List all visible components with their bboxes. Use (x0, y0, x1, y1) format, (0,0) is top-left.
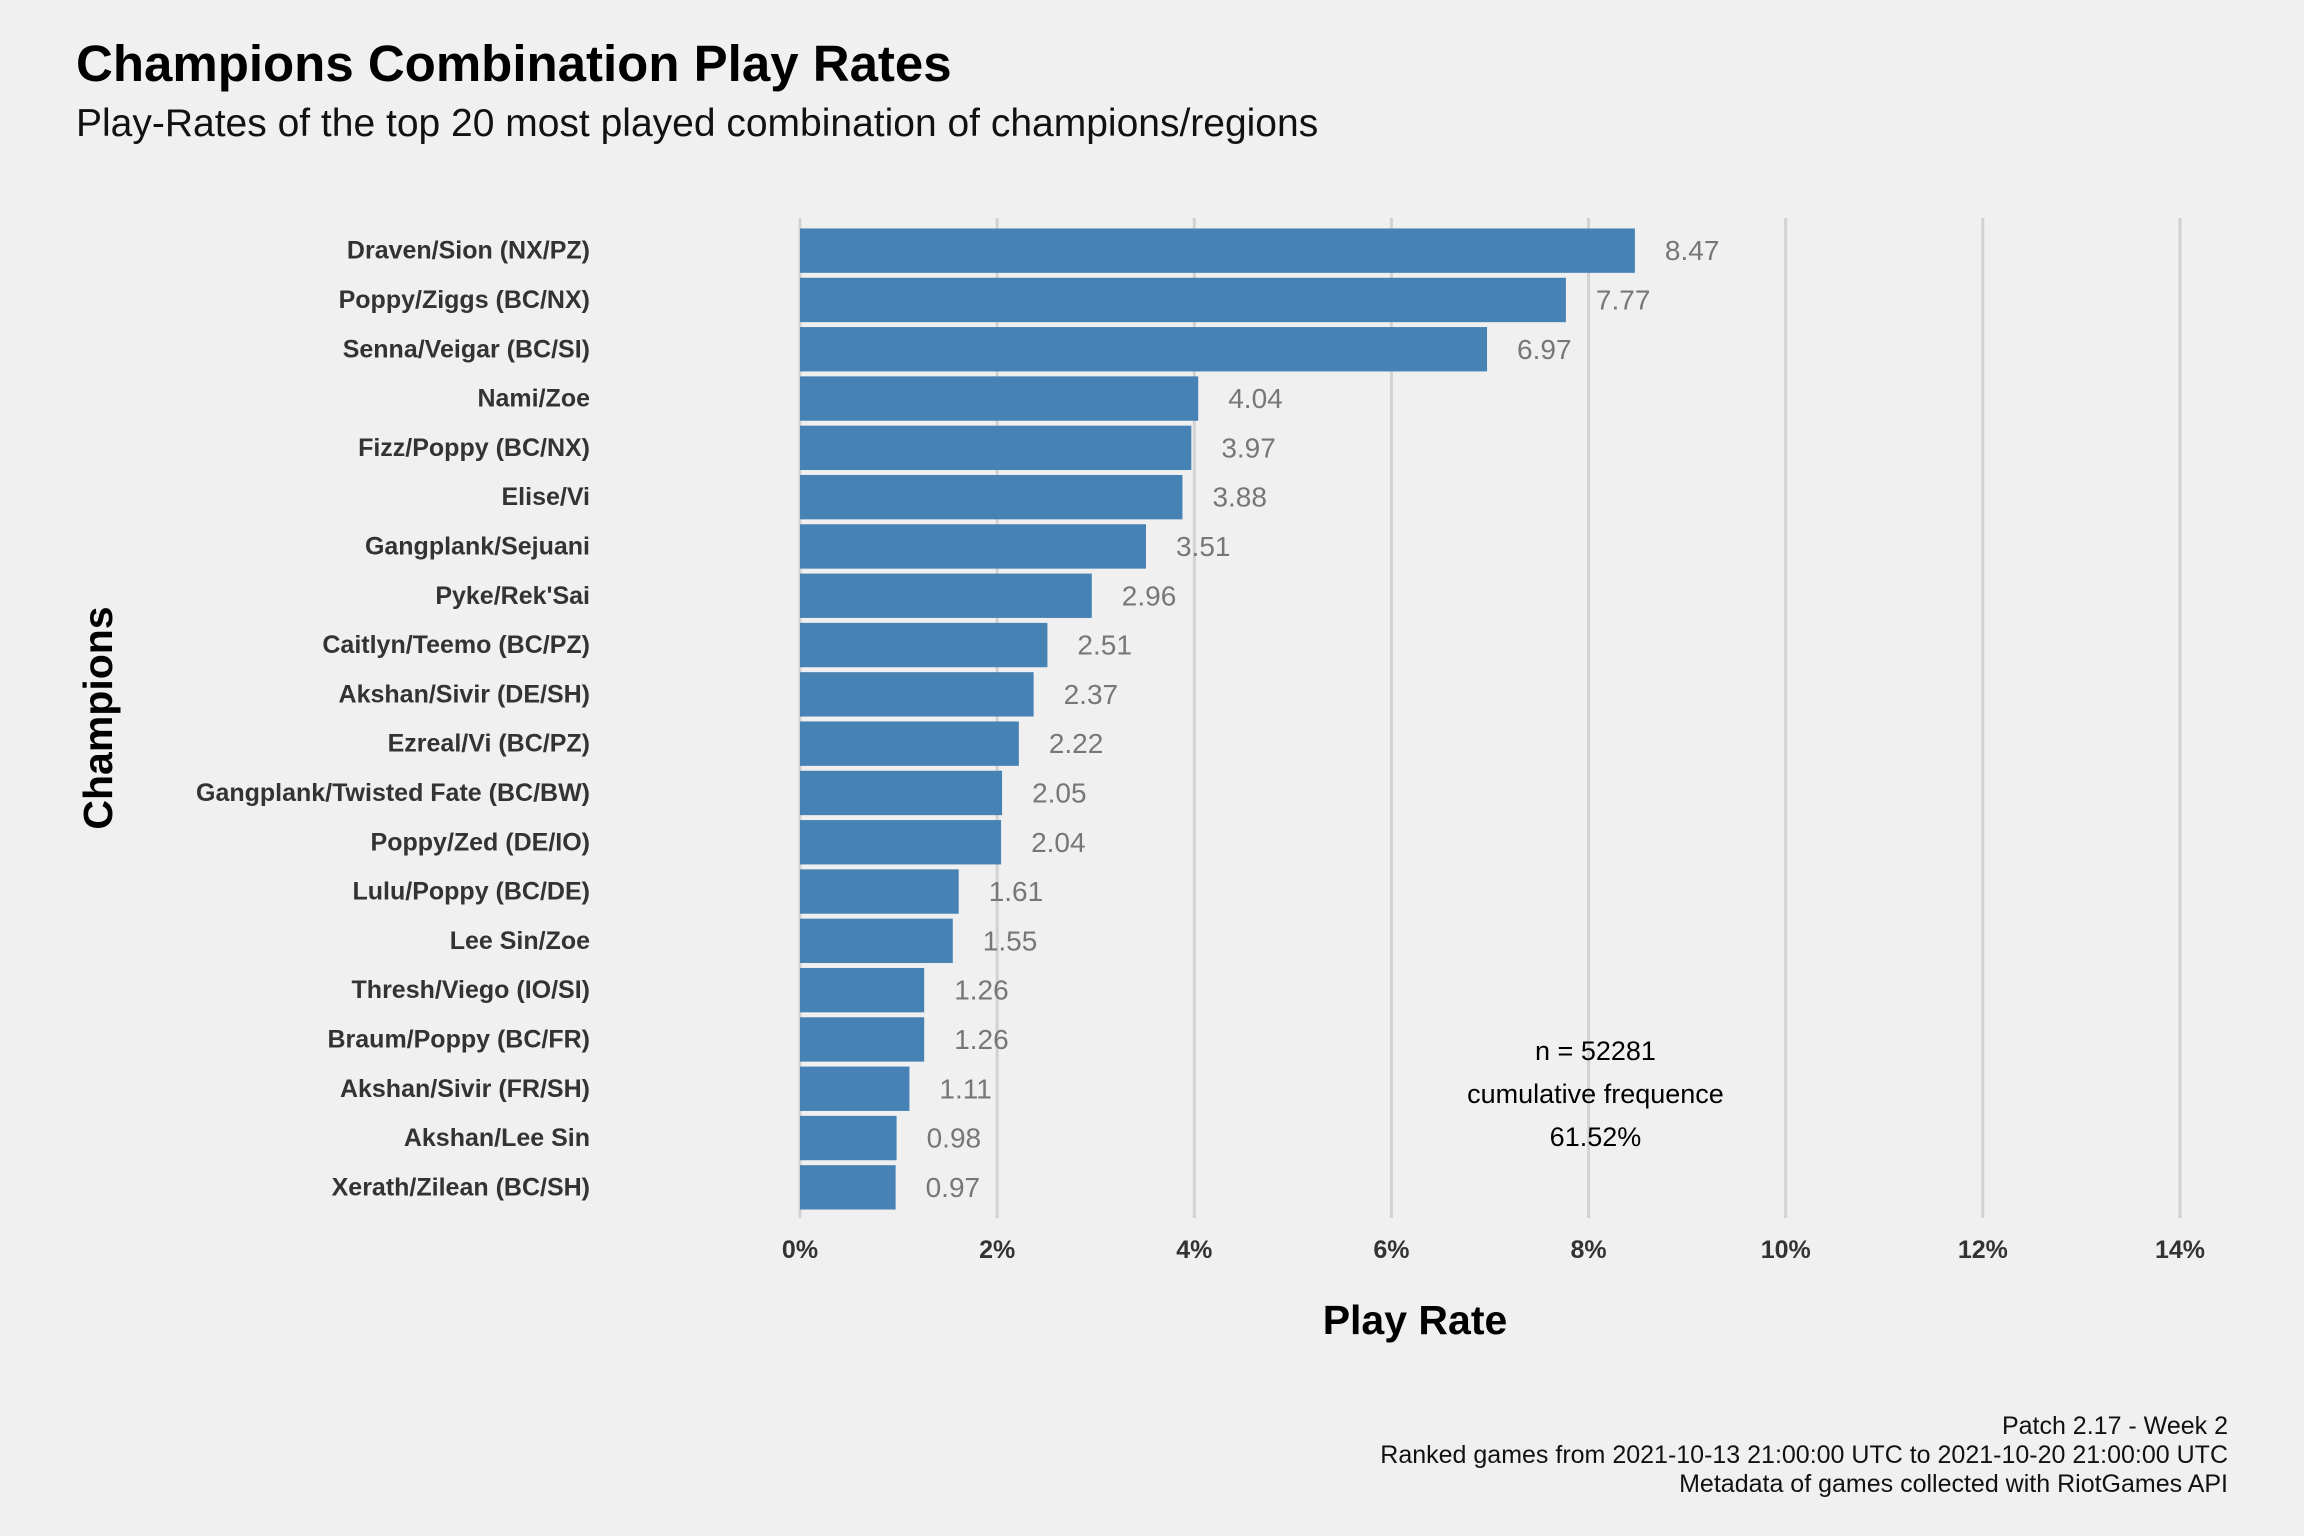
y-tick-labels: Draven/Sion (NX/PZ) Poppy/Ziggs (BC/NX) Se… (196, 237, 590, 1202)
value-label: 3.88 (1212, 482, 1267, 513)
chart-caption: Patch 2.17 - Week 2 Ranked games from 20… (1380, 1412, 2228, 1499)
value-label: 2.05 (1032, 777, 1087, 808)
value-label: 0.98 (927, 1123, 982, 1154)
x-tick-label: 14% (2155, 1236, 2205, 1264)
x-tick-label: 2% (979, 1236, 1015, 1264)
bar (800, 622, 1048, 668)
y-tick-label: Gangplank/Sejuani (365, 532, 590, 560)
value-label: 2.04 (1031, 827, 1086, 858)
bar (800, 1017, 925, 1062)
y-tick-label: Akshan/Lee Sin (404, 1124, 590, 1152)
value-label: 2.22 (1049, 728, 1104, 759)
x-tick-label: 0% (782, 1236, 818, 1264)
value-label: 1.26 (954, 975, 1009, 1006)
value-label: 1.26 (954, 1024, 1009, 1055)
y-tick-label: Akshan/Sivir (FR/SH) (340, 1075, 590, 1103)
x-tick-label: 10% (1761, 1236, 1811, 1264)
y-tick-label: Gangplank/Twisted Fate (BC/BW) (196, 779, 590, 807)
value-labels: 8.47 7.77 6.97 4.04 3.97 3.88 3.51 2.96 2.51 2.37… (926, 235, 1720, 1203)
y-tick-label: Nami/Zoe (477, 385, 590, 413)
y-axis-title: Champions (75, 606, 121, 829)
bar (800, 1115, 897, 1161)
bar (800, 1165, 896, 1210)
y-tick-label: Elise/Vi (502, 483, 591, 511)
y-tick-label: Lulu/Poppy (BC/DE) (353, 878, 590, 906)
bar (800, 474, 1183, 520)
chart-subtitle: Play-Rates of the top 20 most played com… (76, 102, 1319, 145)
annotation-line: n = 52281 (1535, 1036, 1656, 1066)
caption-line-1: Patch 2.17 - Week 2 (2001, 1412, 2228, 1440)
bar (800, 228, 1635, 273)
y-tick-label: Senna/Veigar (BC/SI) (343, 335, 590, 363)
value-label: 1.11 (939, 1073, 991, 1104)
caption-line-2: Ranked games from 2021-10-13 21:00:00 UT… (1380, 1441, 2228, 1469)
bars (800, 228, 1635, 1210)
value-label: 1.61 (989, 876, 1043, 907)
bar (800, 770, 1003, 816)
y-tick-label: Braum/Poppy (BC/FR) (328, 1025, 591, 1053)
bar (800, 376, 1199, 421)
y-tick-label: Xerath/Zilean (BC/SH) (332, 1173, 590, 1201)
value-label: 2.51 (1077, 630, 1132, 661)
y-tick-label: Thresh/Viego (IO/SI) (352, 976, 590, 1004)
x-tick-label: 12% (1958, 1236, 2008, 1264)
sample-annotation: n = 52281 cumulative frequence 61.52% (1467, 1036, 1724, 1152)
x-tick-label: 4% (1176, 1236, 1212, 1264)
y-tick-label: Caitlyn/Teemo (BC/PZ) (322, 631, 590, 659)
bar (800, 327, 1488, 372)
y-tick-label: Poppy/Ziggs (BC/NX) (339, 286, 590, 314)
bar (800, 820, 1002, 865)
y-tick-label: Akshan/Sivir (DE/SH) (339, 680, 590, 708)
x-tick-label: 6% (1373, 1236, 1409, 1264)
bar (800, 967, 925, 1013)
bar (800, 672, 1034, 717)
bar (800, 918, 953, 964)
chart-title: Champions Combination Play Rates (76, 35, 952, 92)
y-tick-label: Fizz/Poppy (BC/NX) (358, 434, 590, 462)
value-label: 8.47 (1665, 235, 1720, 266)
value-label: 4.04 (1228, 383, 1283, 414)
x-tick-label: 8% (1571, 1236, 1607, 1264)
gridlines (798, 218, 2182, 1218)
caption-line-3: Metadata of games collected with RiotGam… (1679, 1470, 2228, 1498)
value-label: 1.55 (983, 925, 1037, 956)
annotation-line: 61.52% (1550, 1122, 1642, 1152)
value-label: 3.97 (1221, 432, 1276, 463)
value-label: 2.37 (1064, 679, 1119, 710)
bar (800, 1066, 910, 1111)
annotation-line: cumulative frequence (1467, 1079, 1724, 1109)
y-tick-label: Poppy/Zed (DE/IO) (371, 828, 590, 856)
value-label: 2.96 (1122, 580, 1177, 611)
value-label: 7.77 (1596, 284, 1651, 315)
y-tick-label: Draven/Sion (NX/PZ) (347, 237, 590, 265)
bar (800, 573, 1092, 618)
bar (800, 524, 1146, 569)
bar (800, 721, 1019, 766)
value-label: 3.51 (1176, 531, 1231, 562)
x-tick-labels: 0% 2% 4% 6% 8% 10% 12% 14% (782, 1236, 2205, 1264)
bar (800, 277, 1566, 323)
y-tick-label: Ezreal/Vi (BC/PZ) (388, 730, 590, 758)
y-tick-label: Pyke/Rek'Sai (435, 582, 590, 610)
x-axis-title: Play Rate (1323, 1297, 1508, 1343)
value-label: 6.97 (1517, 334, 1572, 365)
bar (800, 425, 1192, 471)
y-tick-label: Lee Sin/Zoe (450, 927, 590, 955)
value-label: 0.97 (926, 1172, 981, 1203)
bar (800, 869, 959, 914)
